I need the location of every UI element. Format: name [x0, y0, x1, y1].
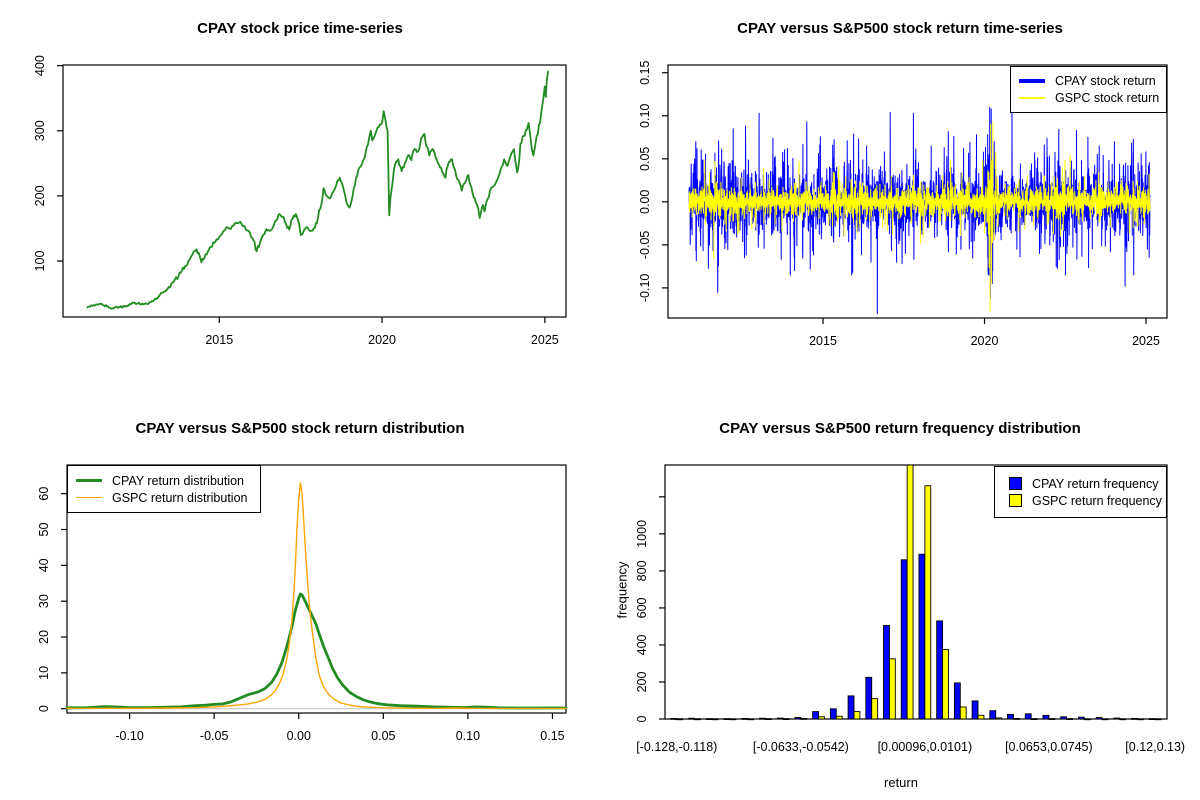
- density-legend: CPAY return distribution GSPC return dis…: [67, 465, 261, 513]
- legend-label: GSPC return frequency: [1032, 493, 1162, 508]
- svg-text:400: 400: [33, 55, 47, 76]
- cpay-return-line-swatch: [1019, 79, 1045, 83]
- svg-text:0.15: 0.15: [540, 729, 564, 743]
- legend-item-gspc-return: GSPC stock return: [1019, 91, 1160, 105]
- density-chart-svg: -0.10 -0.05 0.00 0.05 0.10 0.15 0 10 20 30 40 50 60: [37, 464, 568, 743]
- legend-label: GSPC return distribution: [112, 490, 248, 505]
- gspc-return-line-swatch: [1019, 97, 1045, 99]
- svg-text:50: 50: [37, 523, 51, 537]
- frequency-x-axis-label: return: [884, 775, 918, 790]
- legend-label: CPAY return frequency: [1032, 476, 1159, 491]
- legend-label: CPAY return distribution: [112, 473, 245, 488]
- svg-text:2025: 2025: [1132, 334, 1160, 348]
- svg-text:30: 30: [37, 594, 51, 608]
- legend-label: GSPC stock return: [1055, 91, 1160, 105]
- price-chart-svg: 2015 2020 2025 100 200 300 400: [33, 55, 567, 347]
- svg-text:800: 800: [635, 560, 649, 581]
- svg-text:2015: 2015: [205, 333, 233, 347]
- legend-item-cpay-frequency: CPAY return frequency: [1003, 477, 1158, 491]
- panel-frequency: CPAY versus S&P500 return frequency dist…: [600, 400, 1200, 800]
- svg-text:400: 400: [635, 634, 649, 655]
- legend-item-gspc-frequency: GSPC return frequency: [1003, 494, 1162, 508]
- legend-item-cpay-density: CPAY return distribution: [76, 474, 252, 488]
- svg-text:40: 40: [37, 558, 51, 572]
- svg-text:0.10: 0.10: [638, 104, 652, 128]
- legend-label: CPAY stock return: [1055, 74, 1156, 88]
- svg-text:0.05: 0.05: [371, 729, 395, 743]
- gspc-frequency-square-swatch: [1009, 494, 1022, 507]
- frequency-legend: CPAY return frequency GSPC return freque…: [994, 466, 1167, 518]
- density-chart-title: CPAY versus S&P500 stock return distribu…: [135, 420, 465, 437]
- legend-item-cpay-return: CPAY stock return: [1019, 74, 1158, 88]
- frequency-chart-svg: 0 200 400 600 800 1000 [-0.128,-0.118) [-0.0633…: [635, 464, 1185, 754]
- svg-text:2020: 2020: [368, 333, 396, 347]
- svg-text:2020: 2020: [971, 334, 999, 348]
- panel-density: CPAY versus S&P500 stock return distribu…: [0, 400, 600, 800]
- returns-chart-title: CPAY versus S&P500 stock return time-ser…: [737, 20, 1063, 37]
- svg-text:-0.10: -0.10: [115, 729, 144, 743]
- svg-text:[0.0653,0.0745): [0.0653,0.0745): [1005, 740, 1093, 754]
- svg-text:200: 200: [33, 185, 47, 206]
- svg-text:0.15: 0.15: [638, 61, 652, 85]
- svg-text:[0.00096,0.0101): [0.00096,0.0101): [878, 740, 973, 754]
- svg-text:0.05: 0.05: [638, 147, 652, 171]
- svg-text:100: 100: [33, 251, 47, 272]
- legend-item-gspc-density: GSPC return distribution: [76, 491, 252, 505]
- gspc-density-line-swatch: [76, 496, 102, 499]
- price-chart-title: CPAY stock price time-series: [197, 20, 403, 37]
- svg-text:0.00: 0.00: [287, 729, 311, 743]
- svg-text:300: 300: [33, 120, 47, 141]
- cpay-density-line-swatch: [76, 478, 102, 483]
- svg-text:[-0.0633,-0.0542): [-0.0633,-0.0542): [753, 740, 849, 754]
- cpay-frequency-square-swatch: [1009, 477, 1022, 490]
- svg-text:1000: 1000: [635, 520, 649, 548]
- svg-text:-0.05: -0.05: [638, 231, 652, 260]
- svg-text:0.10: 0.10: [456, 729, 480, 743]
- frequency-y-axis-label: frequency: [614, 561, 630, 619]
- svg-text:-0.05: -0.05: [200, 729, 229, 743]
- svg-text:-0.10: -0.10: [638, 274, 652, 303]
- svg-text:20: 20: [37, 630, 51, 644]
- svg-text:2025: 2025: [531, 333, 559, 347]
- frequency-chart-title: CPAY versus S&P500 return frequency dist…: [719, 420, 1081, 437]
- svg-text:[0.12,0.13): [0.12,0.13): [1125, 740, 1185, 754]
- svg-text:2015: 2015: [809, 334, 837, 348]
- svg-text:200: 200: [635, 671, 649, 692]
- svg-text:0.00: 0.00: [638, 190, 652, 214]
- returns-legend: CPAY stock return GSPC stock return: [1010, 66, 1167, 113]
- panel-price: CPAY stock price time-series 2015 2020 202…: [0, 0, 600, 400]
- returns-chart-svg: 2015 2020 2025 -0.10 -0.05 0.00 0.05 0.10 0.15: [638, 61, 1168, 348]
- panel-returns: CPAY versus S&P500 stock return time-ser…: [600, 0, 1200, 400]
- svg-text:[-0.128,-0.118): [-0.128,-0.118): [636, 740, 717, 754]
- svg-text:10: 10: [37, 666, 51, 680]
- svg-text:60: 60: [37, 487, 51, 501]
- svg-text:0: 0: [37, 705, 51, 712]
- svg-text:600: 600: [635, 597, 649, 618]
- svg-text:0: 0: [635, 715, 649, 722]
